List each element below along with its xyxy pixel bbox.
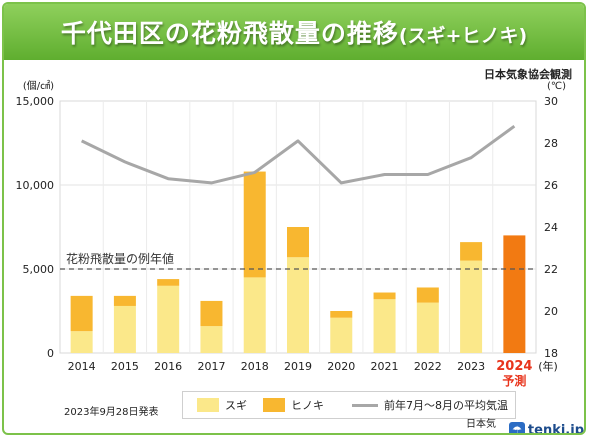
bar-hinoki	[157, 279, 180, 286]
bar-hinoki	[416, 287, 439, 303]
right-tick-label: 26	[544, 179, 558, 192]
right-tick-label: 22	[544, 263, 558, 276]
x-axis-unit: (年)	[538, 359, 558, 373]
bar-sugi	[243, 277, 266, 353]
bar-hinoki	[200, 300, 223, 327]
x-tick-label: 2015	[111, 360, 139, 373]
chart-frame: 千代田区の花粉飛散量の推移(スギ+ヒノキ) 日本気象協会観測 0 5,000 10,…	[2, 2, 586, 435]
x-tick-label: 2024	[496, 359, 532, 374]
x-tick-label: 2018	[241, 360, 269, 373]
right-tick-label: 28	[544, 137, 558, 150]
right-tick-label: 20	[544, 305, 558, 318]
right-tick-label: 24	[544, 221, 558, 234]
bar-sugi	[113, 305, 136, 353]
legend-item-temperature: 前年7月～8月の平均気温	[352, 397, 508, 413]
bar-hinoki	[460, 242, 483, 261]
left-tick-label: 10,000	[16, 179, 55, 192]
legend-item-sugi: スギ	[197, 397, 247, 413]
left-tick-label: 15,000	[16, 95, 55, 108]
legend-label-temperature: 前年7月～8月の平均気温	[384, 399, 508, 412]
source-label: 日本気象協会観測	[484, 68, 572, 81]
x-tick-label: 2022	[414, 360, 442, 373]
legend-swatch-sugi	[197, 398, 219, 412]
bar-sugi	[460, 260, 483, 353]
x-tick-label: 2014	[68, 360, 96, 373]
tenki-logo-text: tenki.jp	[527, 422, 584, 435]
reference-line-label: 花粉飛散量の例年値	[66, 251, 174, 266]
footer-credit: 日本気象協会 ☂ tenki.jp	[466, 415, 584, 435]
legend-label-sugi: スギ	[225, 399, 247, 412]
title-bar: 千代田区の花粉飛散量の推移(スギ+ヒノキ)	[4, 4, 584, 60]
credit-text: 日本気象協会	[466, 419, 496, 430]
legend-label-hinoki: ヒノキ	[291, 399, 324, 412]
chart-title: 千代田区の花粉飛散量の推移(スギ+ヒノキ)	[60, 19, 528, 48]
x-tick-label: 2016	[154, 360, 182, 373]
bar-hinoki	[373, 292, 396, 300]
bar-hinoki	[287, 227, 309, 258]
temperature-line	[80, 124, 516, 185]
legend-item-hinoki: ヒノキ	[263, 397, 324, 413]
left-tick-label: 5,000	[23, 263, 55, 276]
bar-sugi	[200, 326, 223, 353]
right-tick-label: 18	[544, 347, 558, 360]
chart-title-sub: (スギ+ヒノキ)	[398, 25, 528, 47]
bar-sugi	[70, 331, 93, 353]
bar-sugi	[287, 257, 309, 353]
bar-sugi	[330, 317, 353, 353]
x-tick-label: 2023	[457, 360, 485, 373]
bar-hinoki	[70, 295, 93, 332]
publish-date: 2023年9月28日発表	[64, 407, 159, 418]
x-tick-label: 2017	[197, 360, 225, 373]
bar-hinoki	[113, 295, 136, 306]
bar-hinoki	[243, 171, 266, 278]
legend: スギ ヒノキ 前年7月～8月の平均気温	[182, 391, 516, 419]
left-tick-label: 0	[47, 347, 54, 360]
right-axis-unit: (℃)	[547, 81, 566, 92]
x-tick-label: 2020	[327, 360, 355, 373]
bar-forecast	[503, 235, 526, 353]
tenki-logo[interactable]: ☂ tenki.jp	[508, 422, 584, 435]
legend-swatch-hinoki	[263, 398, 285, 412]
bar-sugi	[157, 285, 180, 353]
bar-sugi	[416, 302, 439, 353]
bar-sugi	[373, 299, 396, 353]
umbrella-icon: ☂	[508, 422, 525, 433]
x-tick-label: 2019	[284, 360, 312, 373]
x-tick-label: 2021	[371, 360, 399, 373]
forecast-label: 予測	[502, 373, 526, 388]
right-tick-label: 30	[544, 95, 558, 108]
bar-hinoki	[330, 311, 353, 318]
legend-line-temperature	[352, 403, 378, 407]
left-axis-unit: (個/㎠)	[23, 79, 54, 92]
